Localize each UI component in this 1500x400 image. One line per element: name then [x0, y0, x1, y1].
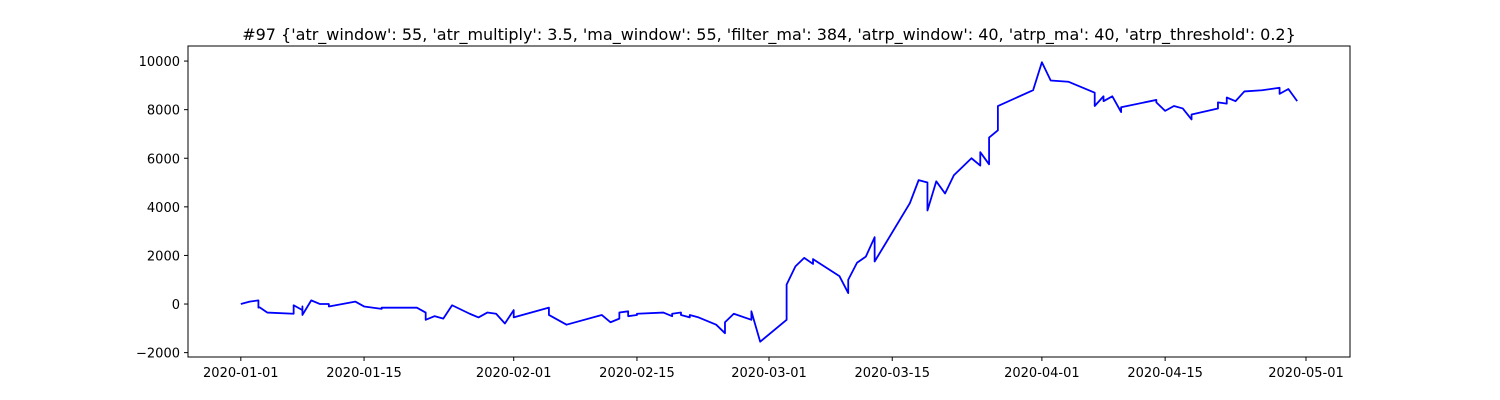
x-tick-label: 2020-04-01 — [1004, 366, 1080, 381]
chart-title: #97 {'atr_window': 55, 'atr_multiply': 3… — [242, 25, 1296, 45]
x-tick-label: 2020-01-01 — [203, 366, 279, 381]
x-tick-label: 2020-02-01 — [476, 366, 552, 381]
y-tick-label: 4000 — [147, 201, 180, 216]
line-series — [240, 61, 1298, 343]
y-tick-label: 8000 — [147, 104, 180, 119]
x-tick-label: 2020-03-15 — [854, 366, 930, 381]
x-tick-label: 2020-04-15 — [1127, 366, 1203, 381]
y-tick-label: 10000 — [139, 55, 180, 70]
y-tick-label: 6000 — [147, 152, 180, 167]
y-tick-label: 0 — [172, 298, 180, 313]
plot-frame — [187, 45, 1351, 358]
x-tick-label: 2020-01-15 — [326, 366, 402, 381]
y-tick-label: −2000 — [136, 347, 180, 362]
x-tick-label: 2020-02-15 — [599, 366, 675, 381]
x-tick-label: 2020-05-01 — [1268, 366, 1344, 381]
x-tick-label: 2020-03-01 — [731, 366, 807, 381]
y-tick-label: 2000 — [147, 249, 180, 264]
